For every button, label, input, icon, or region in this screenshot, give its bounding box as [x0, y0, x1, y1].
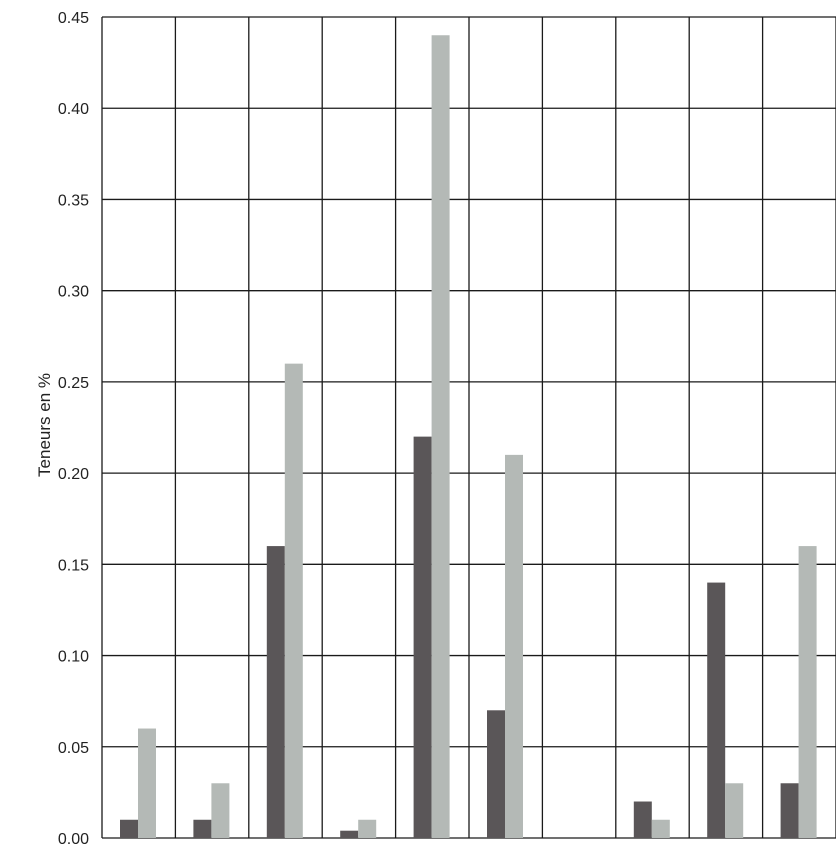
- bar-series-2-cat-2: [211, 783, 230, 838]
- bar-series-2-cat-5: [431, 35, 450, 838]
- y-tick-label: 0.25: [58, 375, 89, 392]
- bar-series-2-cat-9: [725, 783, 744, 838]
- y-tick-label: 0.45: [58, 10, 89, 27]
- bar-series-2-cat-3: [284, 363, 303, 838]
- y-tick-label: 0.05: [58, 740, 89, 757]
- y-tick-labels: 0.00 0.05 0.10 0.15 0.20 0.25 0.30 0.35 0.40 0.45: [58, 10, 89, 848]
- bar-series-2-cat-4: [358, 819, 377, 838]
- bar-series-1-cat-2: [193, 819, 212, 838]
- bar-series-2-cat-8: [651, 819, 670, 838]
- y-tick-label: 0.20: [58, 466, 89, 483]
- bar-series-1-cat-4: [340, 830, 359, 838]
- y-tick-label: 0.10: [58, 649, 89, 666]
- y-tick-label: 0.15: [58, 557, 89, 574]
- grid: [101, 16, 836, 839]
- y-tick-label: 0.30: [58, 284, 89, 301]
- bar-series-2-cat-1: [138, 728, 156, 838]
- y-tick-label: 0.00: [58, 831, 89, 848]
- bar-series-2-cat-6: [505, 454, 523, 838]
- bar-series-2-cat-10: [798, 546, 817, 838]
- y-tick-label: 0.35: [58, 192, 89, 209]
- bar-series-1-cat-8: [633, 801, 652, 838]
- bars: [120, 35, 817, 838]
- bar-series-1-cat-9: [707, 582, 726, 838]
- bar-series-1-cat-5: [413, 436, 432, 838]
- bar-series-1-cat-3: [266, 546, 285, 838]
- y-axis-label: Teneurs en %: [35, 373, 54, 477]
- bar-series-1-cat-1: [120, 819, 138, 838]
- bar-series-1-cat-10: [780, 783, 799, 838]
- bar-series-1-cat-6: [487, 710, 505, 838]
- y-tick-label: 0.40: [58, 101, 89, 118]
